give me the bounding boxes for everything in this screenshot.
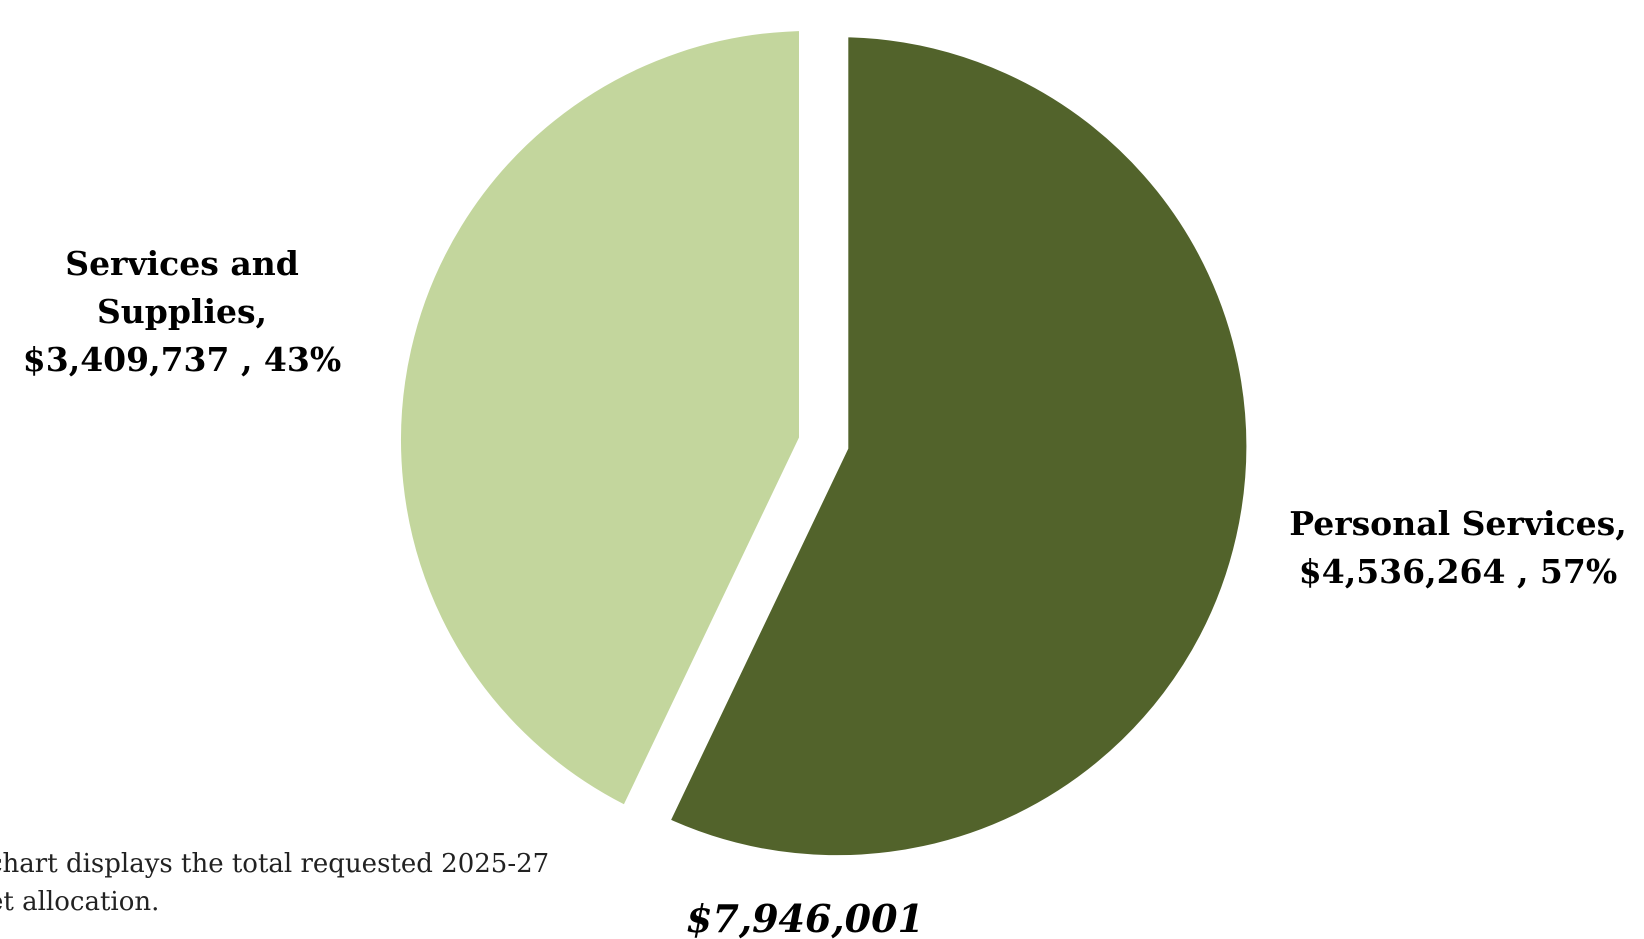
caption-line-2: et allocation. (0, 887, 160, 917)
pie-labels: Personal Services, $4,536,264 , 57% Servic… (23, 244, 1627, 591)
slice-label-services-and-supplies: Services and Supplies, $3,409,737 , 43% (23, 244, 341, 379)
chart-caption: chart displays the total requested 2025-… (0, 845, 628, 921)
pie-slice-personal-services (641, 15, 1269, 878)
total-amount-label: $7,946,001 (686, 896, 924, 939)
pie-slices (379, 8, 1269, 878)
caption-line-1: chart displays the total requested 2025-… (0, 849, 550, 879)
pie-slice-services-and-supplies (379, 8, 821, 834)
slice-label-personal-services: Personal Services, $4,536,264 , 57% (1289, 504, 1626, 591)
